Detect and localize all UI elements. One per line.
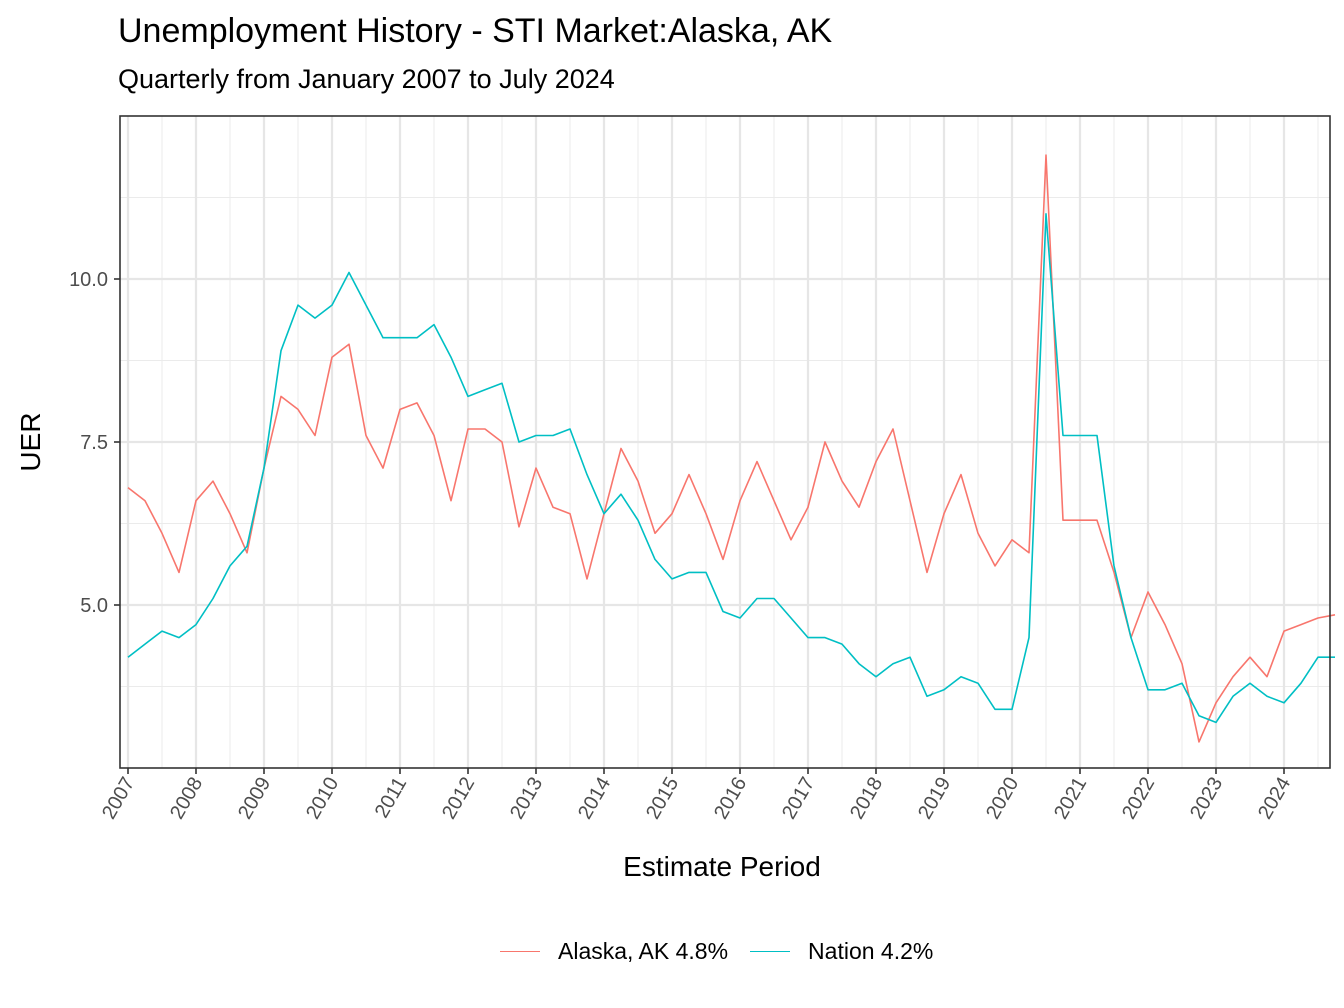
x-tick-label: 2021 [1050,774,1091,824]
x-tick-label: 2017 [778,774,819,824]
x-tick-label: 2011 [371,774,412,822]
legend-key-alaska [500,951,540,952]
legend-item-nation: Nation 4.2% [750,938,933,965]
x-tick-label: 2014 [574,774,615,824]
chart-subtitle: Quarterly from January 2007 to July 2024 [118,64,615,94]
series-layer [127,154,1336,743]
y-tick-label: 10.0 [69,269,108,291]
x-tick-label: 2016 [710,774,751,824]
x-tick-label: 2015 [642,774,683,824]
y-tick-label: 7.5 [80,432,108,454]
legend-label-alaska: Alaska, AK 4.8% [558,938,729,964]
grid-layer [120,116,1330,768]
legend-item-alaska: Alaska, AK 4.8% [500,938,728,965]
x-tick-label: 2010 [302,774,343,824]
x-tick-label: 2022 [1118,774,1159,824]
legend-label-nation: Nation 4.2% [808,938,934,964]
x-tick-label: 2020 [982,774,1023,824]
x-tick-label: 2018 [846,774,887,824]
legend-key-nation [750,951,791,952]
series-line-alaska [127,154,1336,743]
x-tick-label: 2008 [166,774,207,824]
x-tick-label: 2007 [98,774,139,824]
x-tick-label: 2023 [1186,774,1227,824]
y-tick-label: 5.0 [80,595,108,617]
series-line-nation [127,213,1335,724]
y-axis-title: UER [15,412,46,471]
x-tick-label: 2024 [1254,774,1295,824]
x-tick-label: 2009 [234,774,275,824]
legend: Alaska, AK 4.8% Nation 4.2% [500,938,955,965]
x-tick-label: 2012 [438,774,479,824]
x-tick-label: 2013 [506,774,547,824]
chart-title: Unemployment History - STI Market:Alaska… [118,12,833,50]
x-tick-label: 2019 [914,774,955,824]
x-axis-title: Estimate Period [623,851,821,882]
